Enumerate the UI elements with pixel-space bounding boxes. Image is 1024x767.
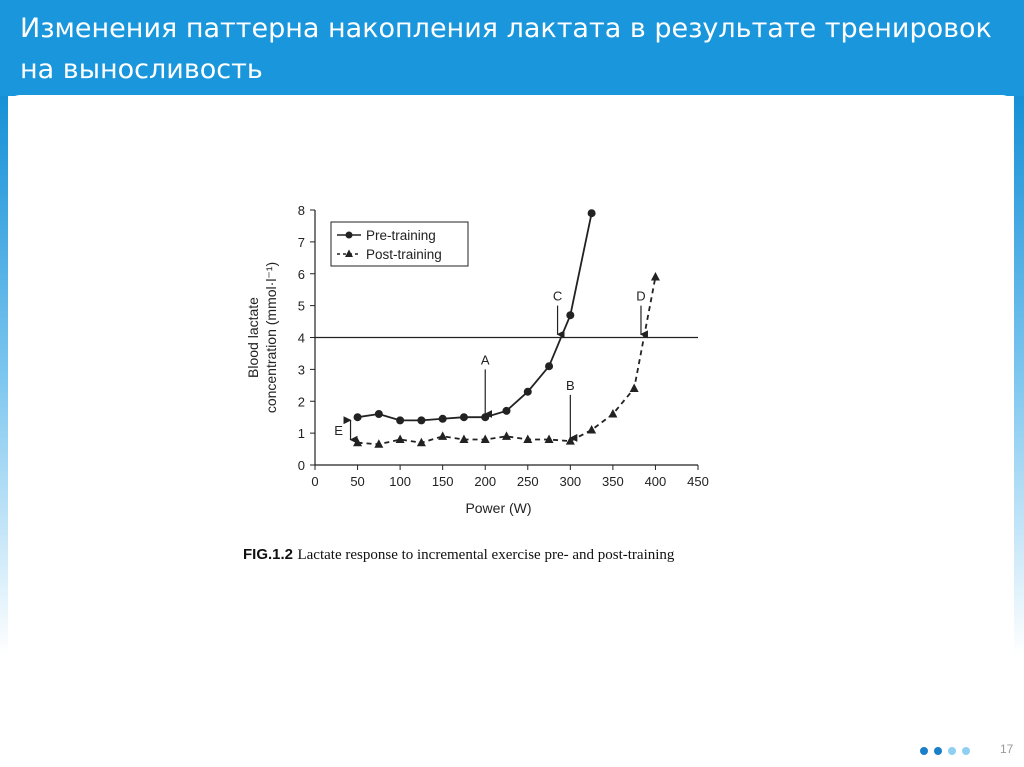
y-tick-label: 2 [298, 394, 305, 409]
x-tick-label: 250 [517, 474, 539, 489]
data-point-post-training [480, 434, 490, 443]
data-point-post-training [395, 434, 405, 443]
data-point-post-training [650, 271, 660, 281]
legend-label: Pre-training [366, 228, 436, 243]
x-tick-label: 50 [350, 474, 364, 489]
y-tick-label: 4 [298, 331, 305, 346]
data-point-post-training [523, 434, 533, 443]
data-point-post-training [459, 434, 469, 443]
nav-dot [948, 747, 956, 755]
y-tick-label: 5 [298, 299, 305, 314]
data-point-pre-training [374, 410, 383, 418]
slide-header [0, 0, 1024, 96]
data-point-pre-training [545, 362, 554, 371]
x-tick-label: 450 [687, 474, 709, 489]
data-point-post-training [438, 431, 448, 440]
data-point-pre-training [417, 416, 426, 425]
annotation-label: D [636, 289, 645, 304]
y-axis-label-line2: concentration (mmol·l⁻¹) [263, 262, 279, 413]
data-point-post-training [416, 437, 426, 447]
data-point-pre-training [481, 413, 490, 422]
y-tick-label: 1 [298, 426, 305, 441]
data-point-post-training [353, 437, 363, 447]
figure-caption-text: Lactate response to incremental exercise… [297, 547, 675, 563]
data-point-pre-training [502, 406, 511, 415]
x-axis-label: Power (W) [465, 500, 531, 516]
legend-box [330, 221, 469, 267]
nav-dot [934, 747, 942, 755]
page-number: 17 [1000, 742, 1014, 756]
y-axis-label-line1: Blood lactate [245, 297, 261, 378]
data-point-pre-training [587, 209, 596, 218]
annotation-label: C [553, 289, 562, 304]
data-point-pre-training [459, 413, 468, 422]
y-tick-label: 6 [298, 267, 305, 282]
legend-marker [345, 231, 353, 239]
left-border-decoration [0, 96, 8, 656]
legend-label: Post-training [366, 247, 442, 262]
slide-title: Изменения паттерна накопления лактата в … [20, 13, 992, 85]
slide-content-panel [8, 95, 1014, 767]
y-tick-label: 0 [298, 458, 305, 473]
data-point-post-training [608, 409, 618, 418]
data-point-pre-training [566, 311, 575, 320]
y-tick-label: 3 [298, 362, 305, 377]
data-point-post-training [544, 434, 554, 443]
annotation-label: E [334, 423, 343, 438]
x-tick-label: 150 [432, 474, 454, 489]
data-point-post-training [629, 383, 639, 392]
nav-dot [962, 747, 970, 755]
data-point-post-training [587, 424, 597, 434]
right-border-decoration [1014, 96, 1024, 656]
x-tick-label: 100 [389, 474, 411, 489]
y-tick-label: 7 [298, 235, 305, 250]
data-point-pre-training [353, 413, 362, 422]
data-point-pre-training [396, 416, 405, 425]
figure-label: FIG.1.2 [243, 546, 294, 563]
x-tick-label: 0 [311, 474, 318, 489]
x-tick-label: 300 [559, 474, 581, 489]
annotation-label: B [566, 378, 575, 393]
legend-marker [345, 249, 353, 257]
y-tick-label: 8 [298, 203, 305, 218]
data-point-pre-training [523, 387, 532, 396]
annotation-label: A [481, 352, 490, 367]
x-tick-label: 200 [474, 474, 496, 489]
figure-caption: FIG.1.2 Lactate response to incremental … [243, 546, 674, 564]
data-point-post-training [502, 431, 511, 440]
nav-dot [920, 747, 928, 755]
x-tick-label: 350 [602, 474, 624, 489]
data-point-pre-training [438, 414, 447, 423]
data-point-post-training [374, 439, 384, 448]
x-tick-label: 400 [645, 474, 667, 489]
